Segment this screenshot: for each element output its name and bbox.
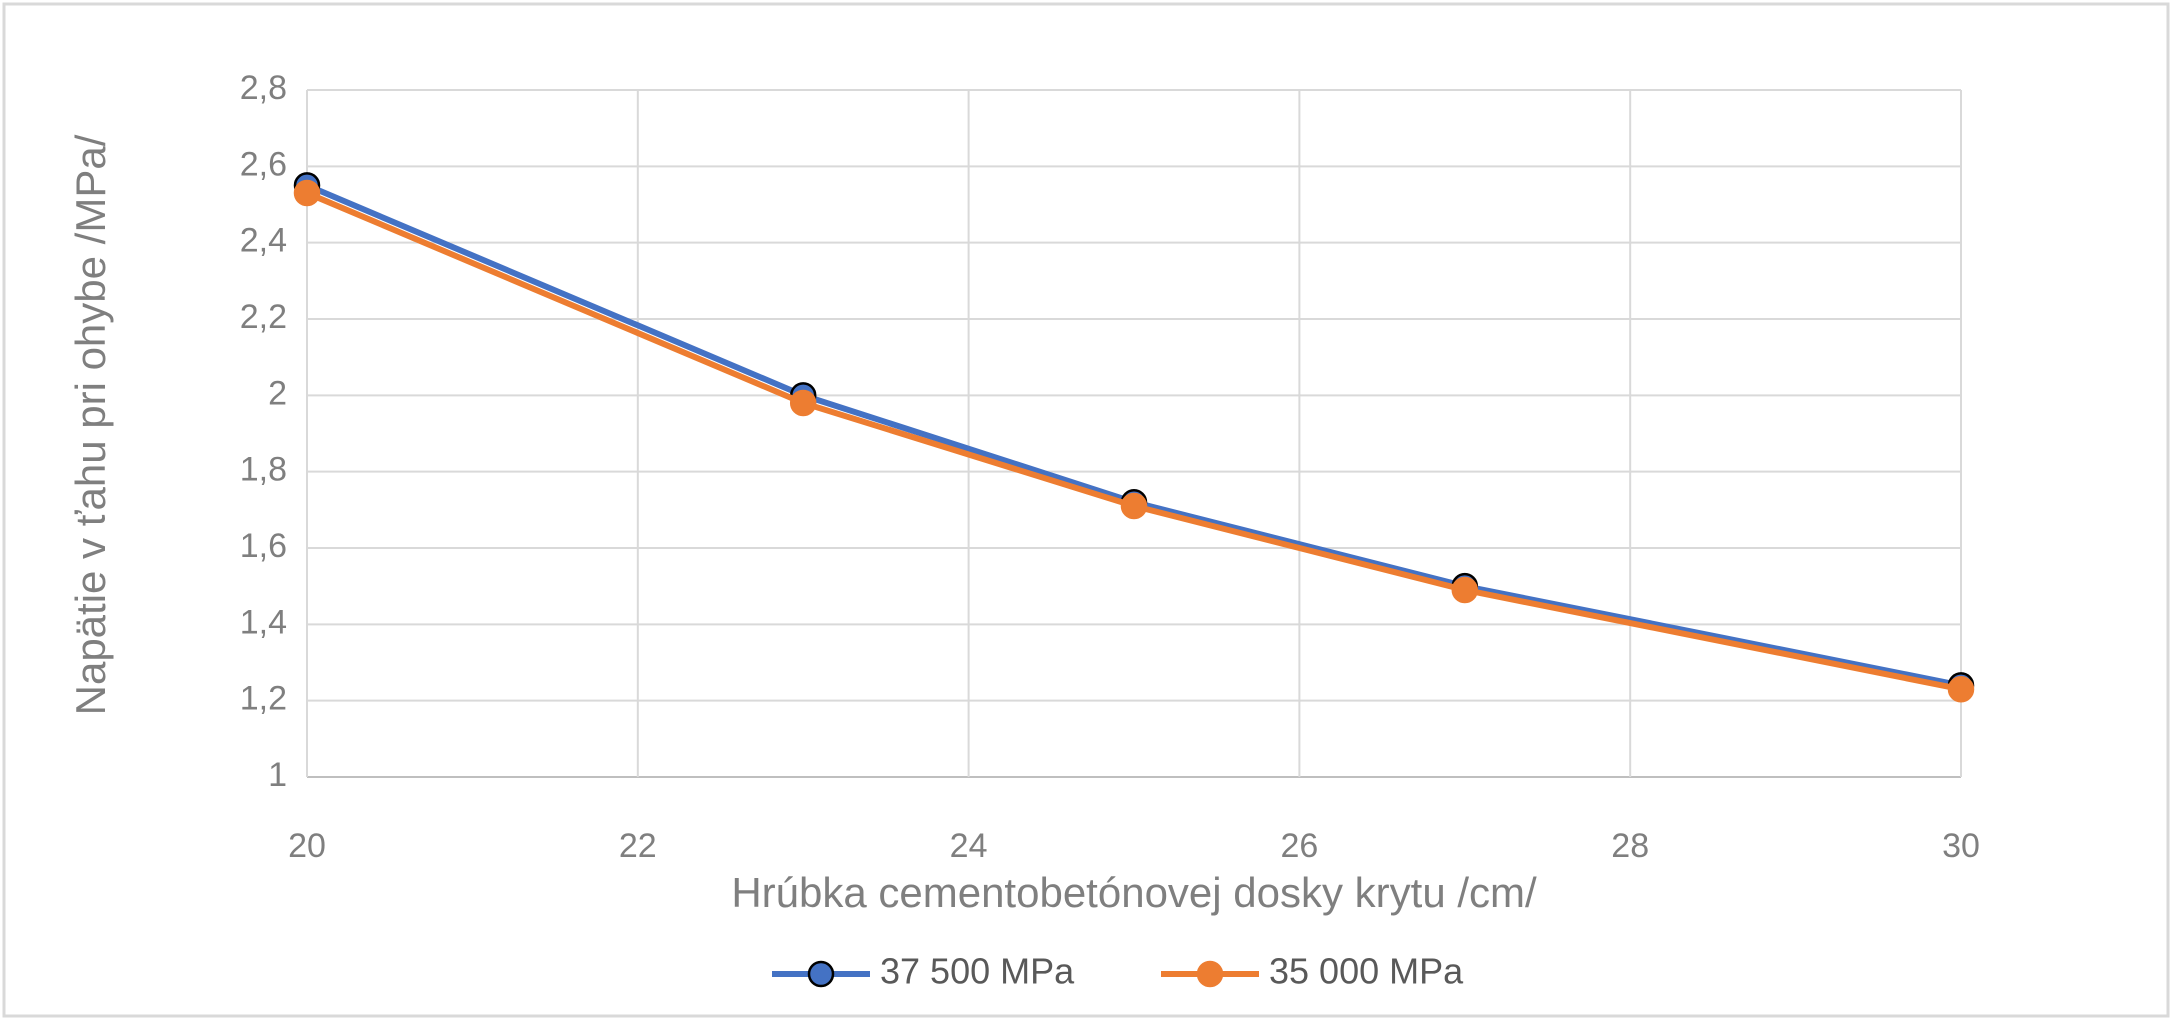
y-tick-label: 1,4 — [240, 603, 287, 641]
y-tick-label: 2,8 — [240, 69, 287, 107]
data-point — [1947, 675, 1975, 703]
x-axis-title: Hrúbka cementobetónovej dosky krytu /cm/ — [731, 869, 1537, 916]
y-tick-label: 2,6 — [240, 145, 287, 183]
y-tick-label: 1,8 — [240, 451, 287, 489]
legend-label: 37 500 MPa — [880, 951, 1075, 992]
y-tick-label: 2 — [268, 374, 287, 412]
x-tick-label: 28 — [1611, 827, 1649, 865]
x-tick-label: 30 — [1942, 827, 1980, 865]
legend-marker — [807, 960, 835, 988]
y-axis-title: Napätie v ťahu pri ohybe /MPa/ — [67, 134, 114, 715]
data-point — [1120, 492, 1148, 520]
legend-marker — [1196, 960, 1224, 988]
data-point — [789, 389, 817, 417]
x-tick-label: 22 — [619, 827, 657, 865]
y-tick-label: 1,6 — [240, 527, 287, 565]
legend-label: 35 000 MPa — [1269, 951, 1464, 992]
y-tick-label: 2,2 — [240, 298, 287, 336]
y-tick-label: 1,2 — [240, 680, 287, 718]
x-tick-label: 24 — [950, 827, 988, 865]
x-tick-label: 26 — [1280, 827, 1318, 865]
data-point — [1451, 576, 1479, 604]
y-tick-label: 1 — [268, 756, 287, 794]
data-point — [293, 179, 321, 207]
y-tick-label: 2,4 — [240, 222, 287, 260]
x-tick-label: 20 — [288, 827, 326, 865]
